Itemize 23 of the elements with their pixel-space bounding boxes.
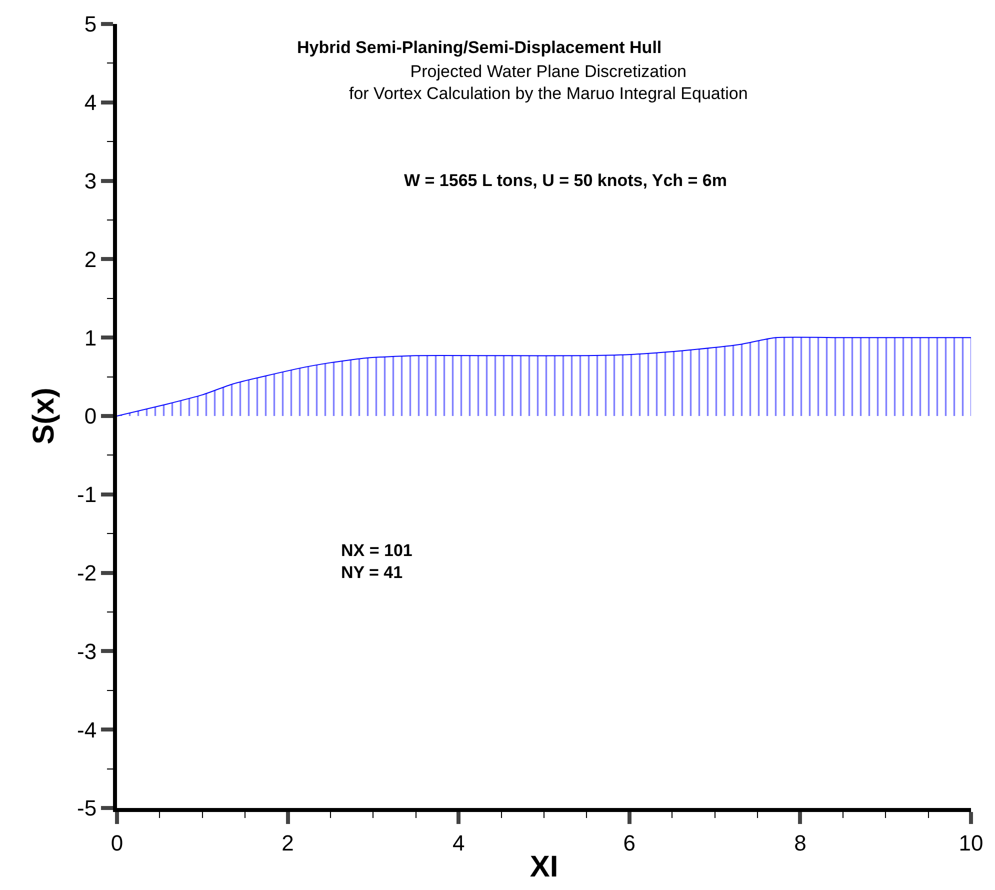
x-tick-label: 4 [452,830,465,856]
text: Projected Water Plane Discretization for Vortex Calculation by the Maruo Integral Equation [349,62,748,104]
y-tick-label: 2 [84,246,97,272]
x-tick-label: 10 [958,830,984,856]
x-axis-title: XI [530,850,558,884]
annotation: W = 1565 L tons, U = 50 knots, Ych = 6m [404,171,727,190]
y-tick-label: 1 [84,325,97,350]
y-tick-label: -3 [77,638,97,664]
x-tick-label: 0 [110,830,124,856]
y-tick-label: 3 [84,168,97,194]
y-tick-label: -1 [77,482,97,508]
x-tick-label: 8 [794,830,806,856]
y-tick-label: 5 [84,12,97,37]
text: Hybrid Semi-Planing/Semi-Displacement Hull [297,38,662,57]
x-tick-label: 2 [282,830,294,856]
annotation: NX = 101 NY = 41 [341,541,412,582]
y-axis-title: S(x) [28,388,61,444]
x-tick-label: 6 [623,830,636,856]
y-tick-label: -4 [77,717,97,742]
y-tick-label: -2 [77,560,97,586]
y-tick-label: -5 [77,796,97,821]
y-tick-label: 4 [84,90,97,116]
y-tick-label: 0 [84,404,97,429]
